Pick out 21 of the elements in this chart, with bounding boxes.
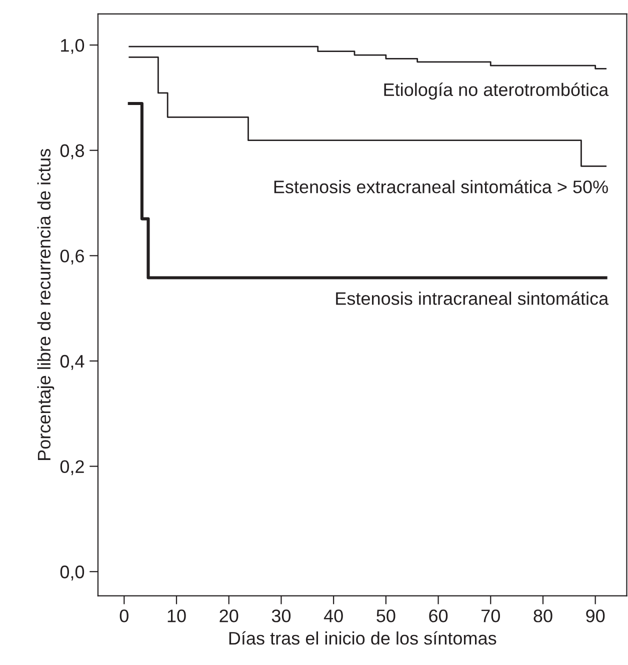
series-label: Etiología no aterotrombótica — [384, 82, 609, 100]
x-tick-label: 50 — [376, 610, 396, 622]
y-tick-label: 0,8 — [60, 144, 84, 160]
y-tick-label: 0,4 — [60, 354, 84, 370]
y-tick-label: 0,2 — [60, 460, 84, 476]
x-tick-label: 40 — [324, 610, 343, 622]
x-tick-label: 80 — [534, 610, 552, 622]
series-label: Estenosis extracraneal sintomática > 50% — [274, 180, 608, 194]
y-tick-label: 1,0 — [61, 38, 84, 54]
x-tick-label: 20 — [220, 610, 238, 622]
x-tick-label: 70 — [482, 610, 500, 622]
x-tick-label: 0 — [120, 610, 128, 622]
x-tick-label: 60 — [429, 610, 448, 622]
x-tick-label: 10 — [168, 610, 186, 622]
y-tick-label: 0,6 — [60, 250, 84, 265]
x-tick-label: 90 — [586, 610, 605, 622]
y-tick-label: 0,0 — [60, 566, 84, 580]
x-axis-title: Días tras el inicio de los síntomas — [229, 631, 496, 645]
x-tick-label: 30 — [272, 610, 291, 622]
series-label: Estenosis intracraneal sintomática — [336, 291, 609, 305]
y-axis-title: Porcentaje libre de recurrencia de ictus — [37, 148, 54, 460]
